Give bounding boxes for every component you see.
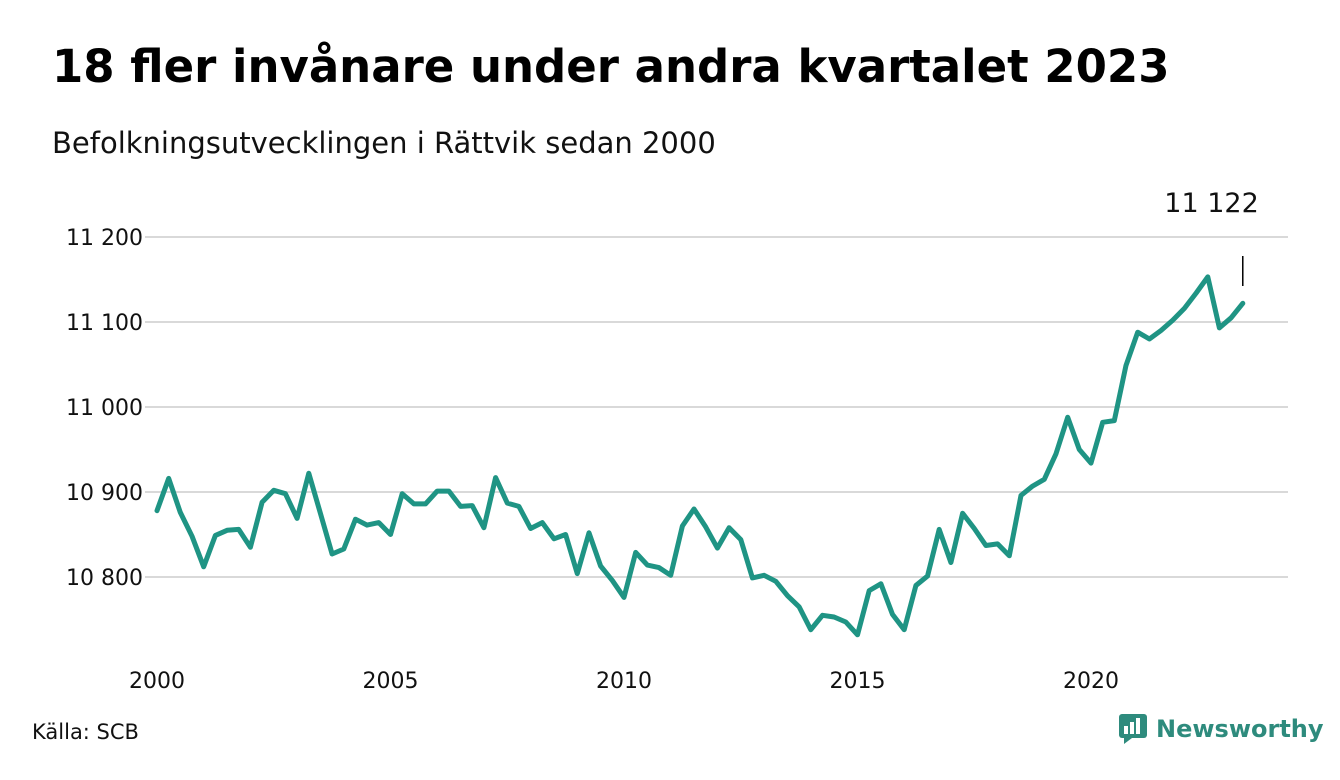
series-line: [154, 274, 1246, 638]
x-tick-label: 2015: [830, 669, 886, 694]
x-tick-label: 2005: [363, 669, 419, 694]
source-label: Källa: SCB: [32, 720, 139, 744]
chart-title: 18 fler invånare under andra kvartalet 2…: [52, 40, 1170, 93]
x-tick-label: 2020: [1063, 669, 1119, 694]
y-tick-label: 11 000: [66, 396, 143, 421]
end-value-label: 11 122: [1164, 188, 1258, 219]
y-tick-label: 11 100: [66, 311, 143, 336]
y-tick-label: 11 200: [66, 226, 143, 251]
brand-logo: Newsworthy: [1118, 713, 1324, 745]
y-tick-label: 10 800: [66, 566, 143, 591]
brand-name: Newsworthy: [1156, 715, 1324, 743]
y-tick-label: 10 900: [66, 481, 143, 506]
x-tick-label: 2010: [596, 669, 652, 694]
x-tick-label: 2000: [129, 669, 185, 694]
bar-chart-logo-icon: [1119, 714, 1147, 744]
chart-subtitle: Befolkningsutvecklingen i Rättvik sedan …: [52, 126, 716, 160]
